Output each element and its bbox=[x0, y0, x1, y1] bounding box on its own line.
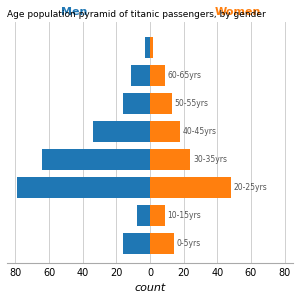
Bar bbox=[136, 205, 150, 226]
Bar bbox=[93, 121, 150, 142]
Text: 0-5yrs: 0-5yrs bbox=[176, 238, 200, 247]
Bar bbox=[150, 93, 172, 114]
Text: 60-65yrs: 60-65yrs bbox=[168, 71, 202, 80]
Text: 20-25yrs: 20-25yrs bbox=[233, 183, 267, 192]
Bar bbox=[150, 37, 153, 58]
X-axis label: count: count bbox=[134, 283, 166, 293]
Text: Age population pyramid of titanic passengers, by gender: Age population pyramid of titanic passen… bbox=[7, 10, 266, 19]
Bar bbox=[150, 65, 165, 86]
Text: 40-45yrs: 40-45yrs bbox=[183, 127, 217, 136]
Bar bbox=[150, 121, 180, 142]
Text: 30-35yrs: 30-35yrs bbox=[193, 155, 227, 164]
Bar bbox=[150, 205, 165, 226]
Text: Women: Women bbox=[214, 7, 261, 17]
Bar bbox=[145, 37, 150, 58]
Text: 50-55yrs: 50-55yrs bbox=[174, 99, 208, 108]
Bar bbox=[150, 232, 174, 254]
Text: 10-15yrs: 10-15yrs bbox=[168, 211, 201, 220]
Bar bbox=[131, 65, 150, 86]
Bar bbox=[150, 149, 190, 170]
Bar bbox=[123, 232, 150, 254]
Bar bbox=[150, 177, 231, 198]
Bar bbox=[123, 93, 150, 114]
Text: Men: Men bbox=[61, 7, 88, 17]
Bar bbox=[42, 149, 150, 170]
Bar bbox=[17, 177, 150, 198]
